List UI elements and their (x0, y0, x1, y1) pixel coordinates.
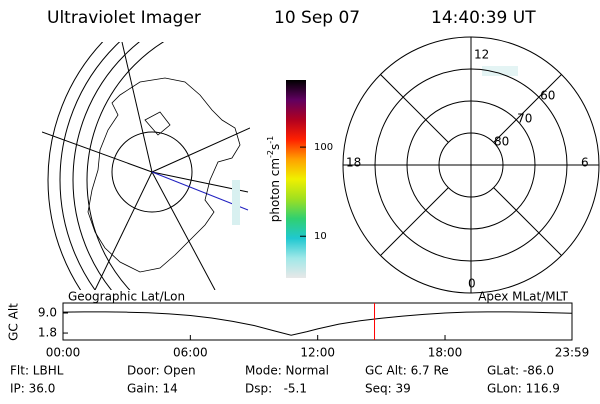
left-label: Geographic Lat/Lon (68, 290, 185, 304)
meridian (151, 171, 216, 290)
meridian (151, 127, 250, 173)
meridian (121, 42, 153, 173)
mlat-label: 70 (517, 111, 532, 125)
date: 10 Sep 07 (274, 8, 360, 28)
status-field: GLat: -86.0 (487, 364, 554, 378)
lat-circle (47, 42, 104, 290)
colorbar-label: photon cm-2s-1 (266, 136, 282, 223)
y-tick-label: 1.8 (38, 326, 57, 340)
title: Ultraviolet Imager (47, 8, 201, 28)
polar-diagonal (493, 74, 562, 143)
time: 14:40:39 UT (431, 8, 536, 28)
status-field: GC Alt: 6.7 Re (365, 364, 449, 378)
colorbar-tick-label: 100 (314, 142, 333, 153)
lat-circle (72, 42, 141, 290)
status-field: Flt: LBHL (10, 364, 64, 378)
polar-plot (342, 36, 600, 294)
colorbar-label-part: photon cm (268, 158, 282, 222)
meridian (94, 171, 153, 290)
mlt-label: 0 (468, 277, 476, 291)
status-field: IP: 36.0 (10, 382, 55, 396)
coastline (87, 77, 241, 273)
polar-diagonal (493, 187, 562, 256)
mlat-ring (438, 132, 504, 198)
status-field: Seq: 39 (365, 382, 411, 396)
aurora-pixels (232, 180, 240, 225)
status-field: Door: Open (127, 364, 196, 378)
geographic-map (42, 42, 250, 290)
colorbar-label-part: -1 (266, 136, 275, 144)
colorbar-tick-label: 10 (314, 231, 327, 242)
mlt-label: 18 (346, 156, 361, 170)
polar-diagonal (380, 74, 449, 143)
x-tick-label: 23:59 (555, 346, 590, 360)
y-tick-label: 9.0 (38, 306, 57, 320)
status-field: Dsp: -5.1 (245, 382, 307, 396)
mlat-ring (374, 68, 568, 262)
mlat-label: 60 (540, 88, 555, 102)
orbit-plot-frame (62, 302, 573, 341)
mlat-label: 80 (494, 134, 509, 148)
lat-circle (59, 42, 121, 290)
meridian (42, 131, 153, 173)
x-tick-label: 12:00 (300, 346, 335, 360)
x-tick-label: 00:00 (46, 346, 81, 360)
status-field: Mode: Normal (245, 364, 329, 378)
colorbar-label-part: -2 (266, 150, 275, 158)
lat-circle (86, 42, 165, 290)
mlt-label: 12 (474, 48, 489, 62)
mlt-label: 6 (581, 156, 589, 170)
status-field: Gain: 14 (127, 382, 178, 396)
right-label: Apex MLat/MLT (478, 290, 568, 304)
polar-diagonal (380, 187, 449, 256)
status-field: GLon: 116.9 (487, 382, 560, 396)
x-tick-label: 18:00 (428, 346, 463, 360)
lat-circle (111, 131, 193, 213)
colorbar (286, 80, 306, 278)
status-footer: Flt: LBHL Door: Open Mode: Normal GC Alt: 6… (10, 364, 560, 396)
x-tick-label: 06:00 (173, 346, 208, 360)
mlat-ring (406, 100, 536, 230)
orbit-altitude-line (62, 311, 573, 336)
aurora-pixels (482, 66, 518, 76)
y-axis-label: GC Alt (7, 303, 21, 341)
colorbar-label-part: s (268, 144, 282, 150)
